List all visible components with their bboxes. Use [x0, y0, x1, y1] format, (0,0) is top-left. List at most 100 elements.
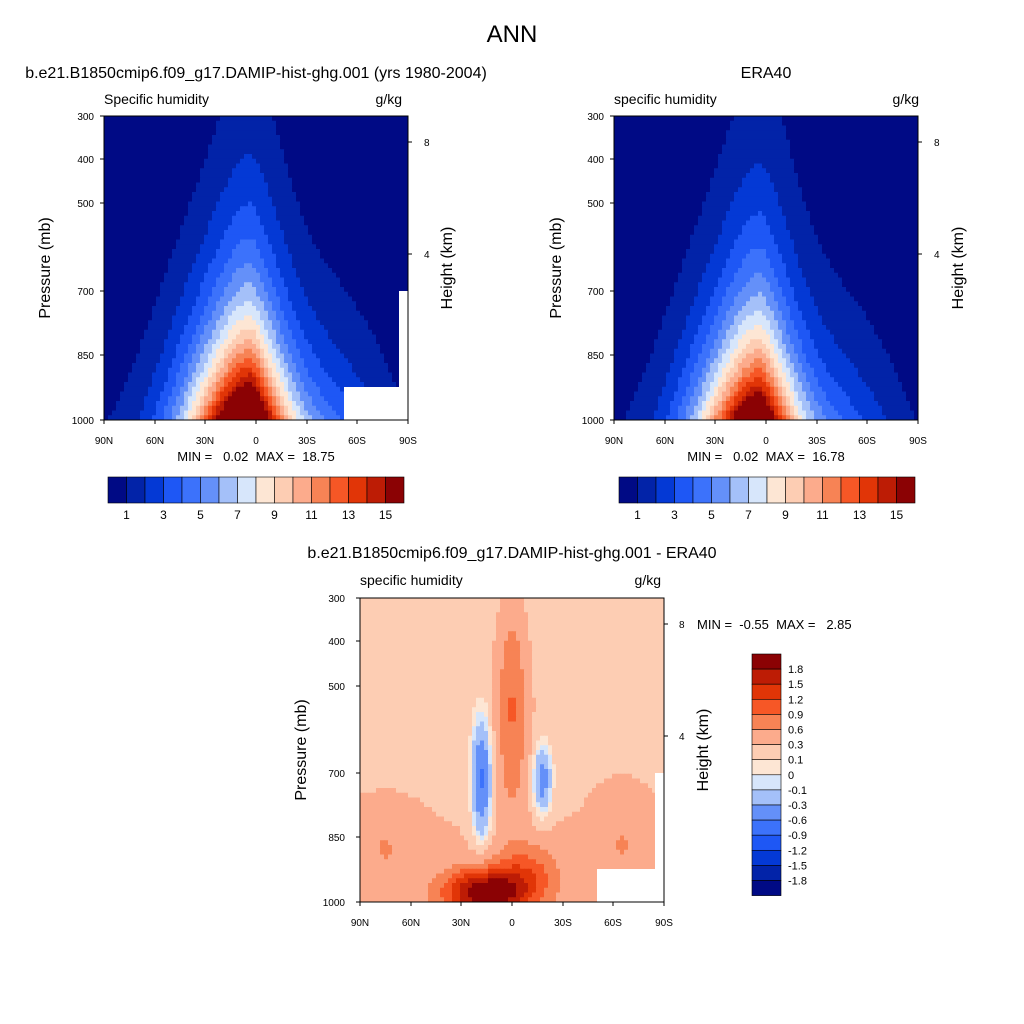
contour-cell: [228, 277, 233, 283]
contour-cell: [352, 329, 357, 336]
contour-cell: [304, 144, 309, 150]
contour-cell: [336, 415, 341, 420]
contour-cell: [368, 230, 373, 236]
contour-cell: [200, 244, 205, 250]
contour-cell: [296, 401, 301, 407]
contour-cell: [300, 120, 305, 127]
contour-cell: [352, 268, 357, 274]
contour-cell: [328, 296, 333, 302]
contour-cell: [108, 268, 113, 274]
contour-cell: [168, 201, 173, 207]
contour-cell: [328, 329, 333, 336]
contour-cell: [116, 234, 121, 241]
contour-cell: [284, 277, 289, 283]
contour-cell: [324, 201, 329, 207]
contour-cell: [284, 272, 289, 279]
contour-cell: [116, 282, 121, 288]
contour-cell: [352, 334, 357, 340]
contour-cell: [108, 301, 113, 307]
contour-cell: [340, 353, 345, 359]
contour-cell: [332, 325, 337, 331]
contour-cell: [104, 329, 109, 336]
contour-cell: [136, 253, 141, 260]
contour-cell: [128, 173, 133, 179]
contour-cell: [120, 310, 125, 317]
contour-cell: [356, 353, 361, 359]
contour-cell: [112, 234, 117, 241]
contour-cell: [152, 287, 157, 293]
contour-cell: [320, 268, 325, 274]
contour-cell: [292, 192, 297, 198]
contour-cell: [344, 382, 349, 388]
contour-cell: [304, 201, 309, 207]
contour-cell: [280, 125, 285, 131]
contour-cell: [228, 325, 233, 331]
contour-cell: [300, 168, 305, 174]
contour-cell: [280, 149, 285, 155]
contour-cell: [216, 234, 221, 241]
contour-cell: [244, 372, 249, 378]
contour-cell: [396, 382, 401, 388]
contour-cell: [196, 363, 201, 369]
contour-cell: [400, 139, 405, 146]
contour-cell: [104, 344, 109, 350]
contour-cell: [268, 177, 273, 184]
contour-cell: [152, 415, 157, 420]
contour-cell: [108, 396, 113, 402]
x-tick-label: 60S: [348, 436, 366, 447]
contour-cell: [288, 154, 293, 160]
contour-cell: [124, 192, 129, 198]
contour-cell: [116, 187, 121, 193]
contour-cell: [144, 230, 149, 236]
contour-cell: [324, 272, 329, 279]
contour-cell: [252, 163, 257, 169]
contour-cell: [256, 220, 261, 226]
contour-cell: [160, 353, 165, 359]
contour-cell: [152, 306, 157, 312]
contour-cell: [316, 320, 321, 326]
contour-cell: [128, 139, 133, 146]
contour-cell: [252, 130, 257, 136]
contour-cell: [292, 173, 297, 179]
contour-cell: [256, 177, 261, 184]
contour-cell: [160, 234, 165, 241]
contour-cell: [288, 244, 293, 250]
contour-cell: [252, 263, 257, 269]
contour-cell: [368, 353, 373, 359]
contour-cell: [164, 348, 169, 355]
contour-cell: [232, 201, 237, 207]
contour-cell: [216, 315, 221, 321]
contour-cell: [372, 329, 377, 336]
contour-cell: [196, 234, 201, 241]
contour-cell: [276, 310, 281, 317]
contour-cell: [192, 249, 197, 255]
contour-cell: [168, 306, 173, 312]
contour-cell: [312, 187, 317, 193]
contour-cell: [128, 163, 133, 169]
contour-cell: [320, 225, 325, 231]
contour-cell: [348, 287, 353, 293]
contour-cell: [160, 211, 165, 217]
contour-cell: [192, 149, 197, 155]
contour-cell: [228, 405, 233, 412]
contour-cell: [300, 320, 305, 326]
contour-cell: [144, 249, 149, 255]
contour-cell: [220, 282, 225, 288]
contour-cell: [340, 182, 345, 188]
contour-cell: [120, 339, 125, 345]
contour-cell: [336, 177, 341, 184]
contour-cell: [140, 201, 145, 207]
contour-cell: [292, 239, 297, 245]
contour-cell: [388, 182, 393, 188]
contour-cell: [188, 306, 193, 312]
contour-cell: [902, 116, 907, 122]
contour-cell: [128, 386, 133, 393]
contour-cell: [180, 329, 185, 336]
contour-cell: [336, 135, 341, 141]
contour-cell: [104, 358, 109, 364]
contour-cell: [196, 253, 201, 260]
contour-cell: [292, 158, 297, 165]
contour-cell: [344, 244, 349, 250]
contour-cell: [148, 386, 153, 393]
contour-cell: [128, 344, 133, 350]
